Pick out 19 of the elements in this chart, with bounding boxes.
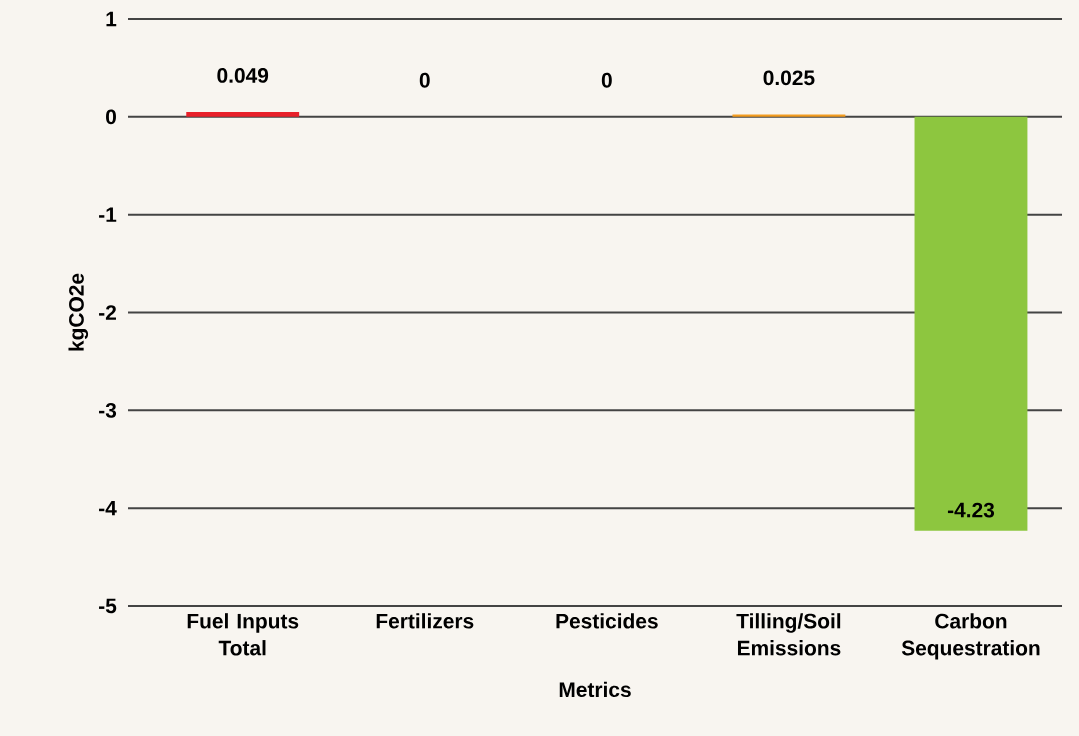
y-tick-label: 1 <box>106 11 117 27</box>
data-label: 0 <box>419 72 430 88</box>
x-tick-label: Carbon Sequestration <box>901 613 1040 660</box>
y-tick-label: 0 <box>106 109 116 125</box>
y-tick-label: -3 <box>99 402 117 418</box>
data-label: 0.025 <box>763 70 815 86</box>
y-axis-title: kgCO2e <box>68 273 89 351</box>
x-tick-label: Fuel Inputs Total <box>187 613 299 656</box>
x-tick-label: Tilling/Soil Emissions <box>736 613 841 656</box>
y-tick-label: -4 <box>99 500 117 516</box>
y-tick-label: -5 <box>99 598 117 614</box>
x-tick-label: Fertilizers <box>376 613 474 629</box>
data-label: 0 <box>601 72 612 88</box>
x-axis-title: Metrics <box>559 681 631 698</box>
y-tick-label: -2 <box>99 305 116 320</box>
data-label: 0.049 <box>217 68 269 83</box>
y-tick-label: -1 <box>99 207 117 222</box>
data-label: -4.23 <box>947 502 995 518</box>
x-tick-label: Pesticides <box>556 613 658 629</box>
